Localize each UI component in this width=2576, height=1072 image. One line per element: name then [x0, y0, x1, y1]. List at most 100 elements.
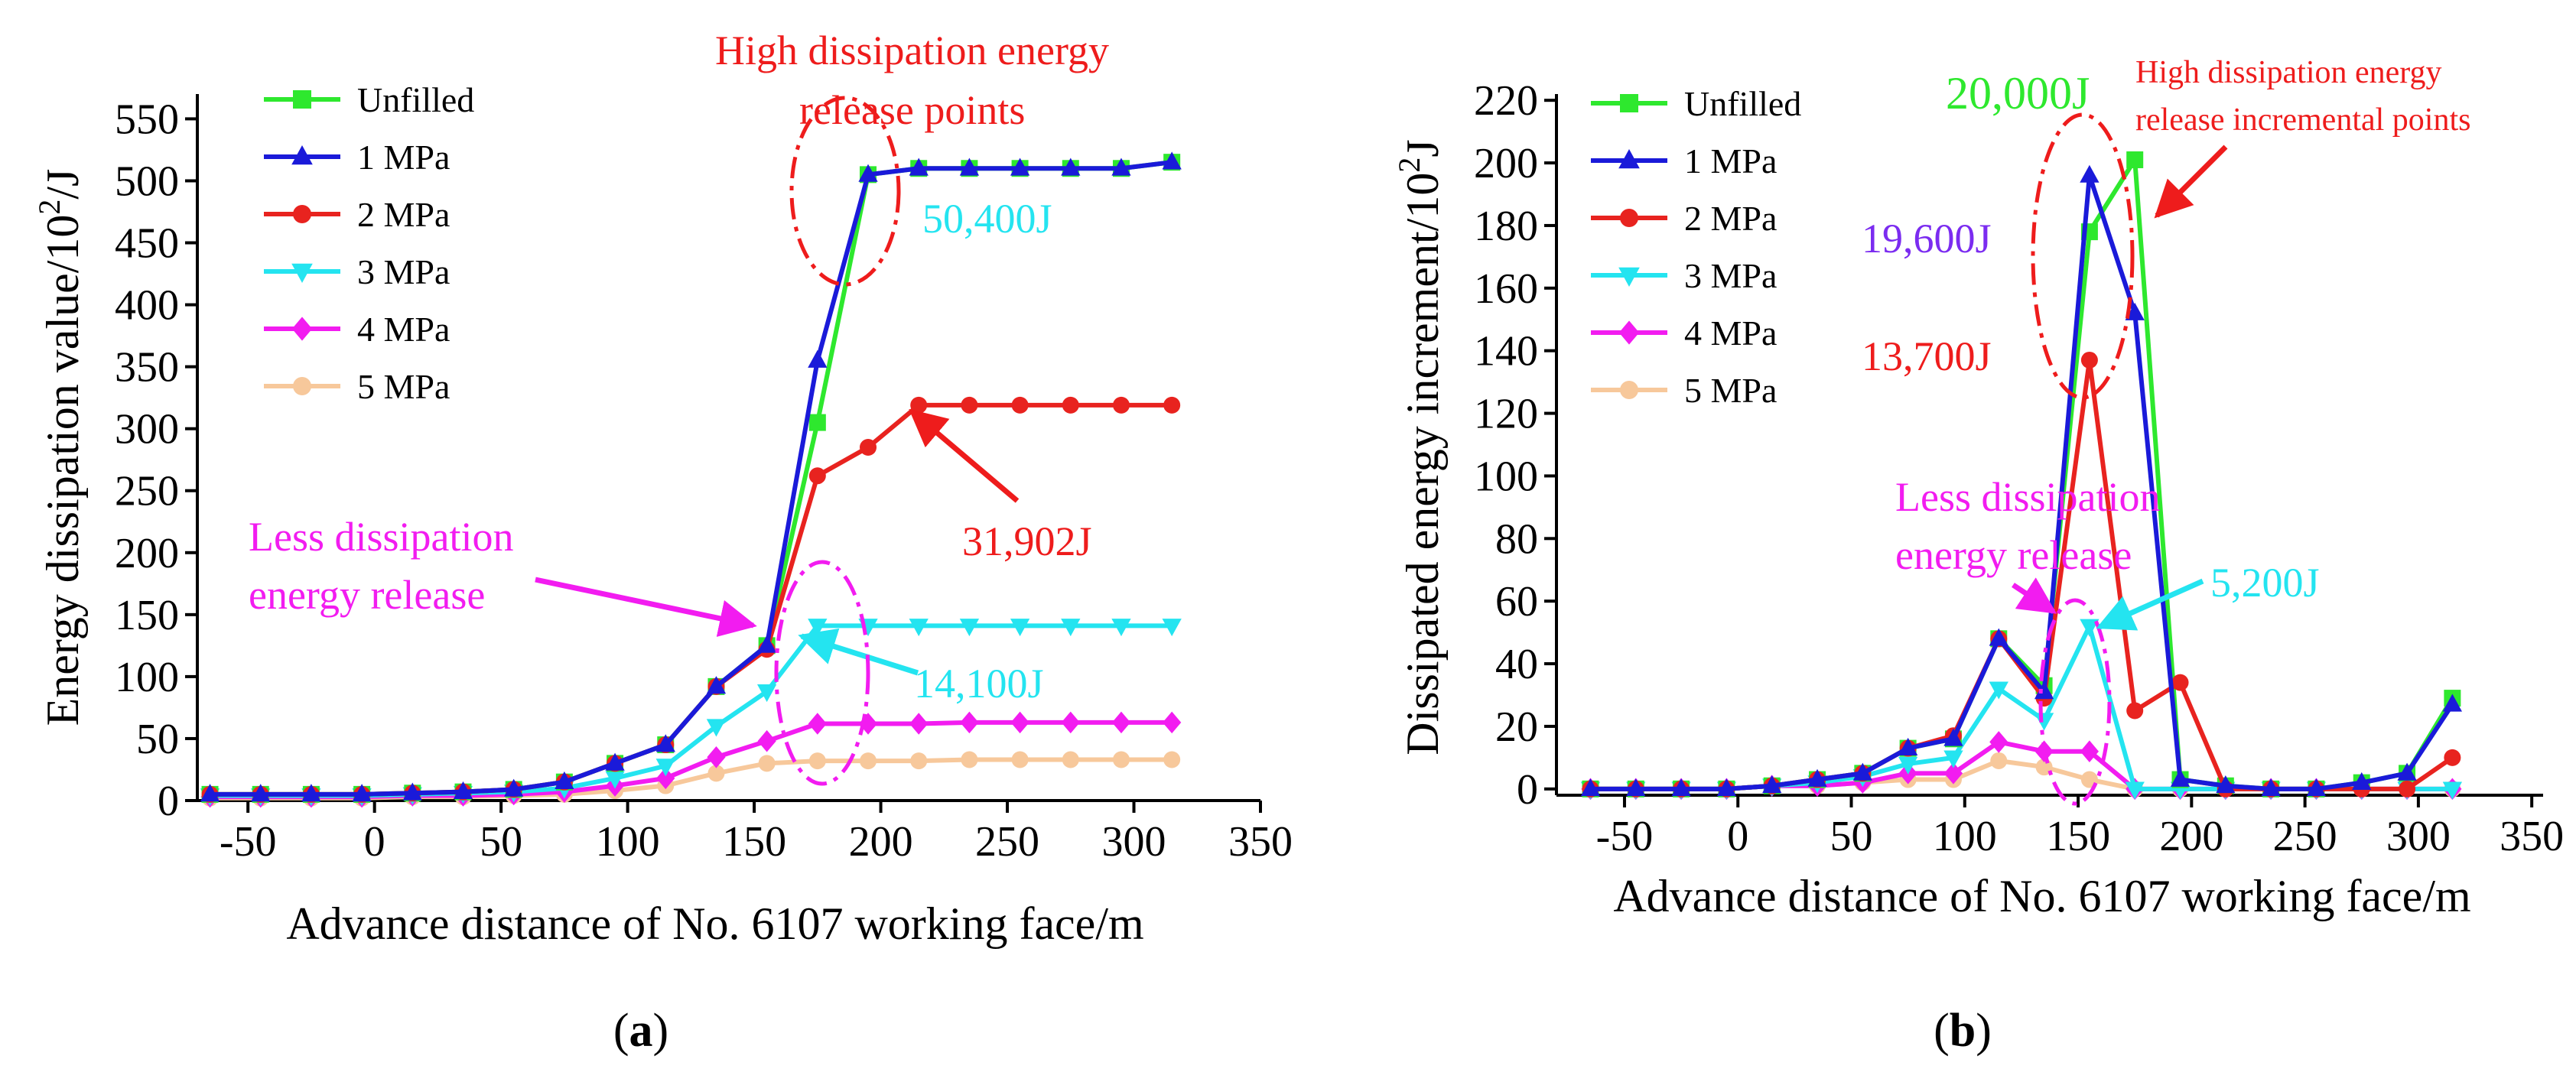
panel-a-point-1-mpa — [453, 781, 473, 800]
panel-a-high-dissipation-ellipse — [789, 96, 901, 287]
panel-b-y-tick-label: 120 — [1474, 391, 1538, 438]
panel-a-point-2-mpa — [860, 439, 877, 456]
panel-a-y-tick-label: 250 — [115, 468, 179, 515]
panel-b-y-tick-label: 0 — [1517, 766, 1538, 814]
panel-a-point-5-mpa — [1062, 751, 1079, 768]
panel-a-point-3-mpa — [808, 619, 828, 637]
panel-b-point-1-mpa — [2397, 762, 2417, 781]
panel-a-series-1-mpa — [200, 151, 1182, 802]
panel-b-point-1-mpa — [1716, 778, 1737, 797]
panel-a-high-dissipation-title: High dissipation energy — [715, 28, 1109, 73]
panel-b-point-1-mpa — [1989, 628, 2008, 646]
panel-a-point-1-mpa — [402, 782, 422, 801]
panel-a-point-2-mpa — [808, 467, 826, 485]
panel-a-point-4-mpa — [1010, 711, 1029, 734]
panel-b-5200-arrow — [2096, 578, 2204, 631]
panel-b-point-3-mpa — [1989, 681, 2008, 700]
panel-b-point-1-mpa — [1762, 775, 1782, 794]
panel-a-legend-label-4-mpa: 4 MPa — [357, 310, 450, 349]
panel-b-point-2-mpa — [2171, 674, 2189, 691]
panel-a-point-2-mpa — [1163, 396, 1181, 414]
panel-a-y-axis-label: Energy dissipation value/102/J — [32, 169, 88, 726]
panel-a-point-5-mpa — [1112, 751, 1130, 768]
panel-b-less-dissipation-line2: energy release — [1895, 532, 2132, 578]
panel-a-series — [200, 151, 1182, 808]
panel-b-high-dissipation-line2: release incremental points — [2135, 102, 2470, 138]
panel-b-x-axis-label: Advance distance of No. 6107 working fac… — [1613, 871, 2470, 921]
panel-b-line-1-mpa — [1590, 173, 2454, 791]
panel-a-x-tick-label: 50 — [480, 818, 522, 866]
panel-a-point-3-mpa — [1162, 619, 1182, 637]
panel-b-point-1-mpa — [2034, 681, 2054, 700]
panel-b-legend-label-5-mpa: 5 MPa — [1684, 371, 1777, 410]
panel-a-legend-marker-2-mpa — [293, 205, 311, 223]
panel-b-x-tick-label: 200 — [2159, 813, 2223, 860]
panel-a-point-2-mpa — [1062, 396, 1079, 414]
panel-a-chart: -50 0 50 100 150 200 250 300 350 0 50 100 150 200 250 3… — [32, 28, 1293, 1057]
panel-a-y-tick-label: 550 — [115, 96, 179, 143]
panel-a-x-tick-label: 300 — [1102, 818, 1166, 866]
panel-b-x-tick-label: 50 — [1830, 813, 1873, 860]
panel-a-point-3-mpa — [909, 619, 929, 637]
panel-b-y-tick-label: 100 — [1474, 453, 1538, 500]
panel-b-point-1-mpa — [1943, 728, 1963, 746]
panel-b-point-1-mpa — [2125, 302, 2145, 320]
panel-a-14100-arrow — [798, 628, 919, 676]
panel-b-legend-marker-5-mpa — [1620, 381, 1638, 399]
panel-b-point-1-mpa — [2442, 694, 2463, 712]
panel-b-point-3-mpa — [2080, 619, 2100, 637]
panel-b-x-tick-label: 300 — [2386, 813, 2451, 860]
panel-b-y-tick-label: 200 — [1474, 140, 1538, 187]
panel-a-y-tick-label: 450 — [115, 220, 179, 268]
panel-a-point-3-mpa — [1010, 619, 1030, 637]
panel-a-x-tick-label: 200 — [849, 818, 913, 866]
panel-a-legend-marker-5-mpa — [293, 377, 311, 395]
panel-a-y-tick-label: 50 — [136, 716, 179, 763]
panel-b-point-1-mpa — [2170, 768, 2191, 787]
panel-b-point-1-mpa — [1852, 762, 1872, 781]
panel-b-legend-label-3-mpa: 3 MPa — [1684, 256, 1777, 295]
panel-a-point-1-mpa — [301, 784, 321, 802]
panel-b-y-tick-label: 40 — [1495, 641, 1538, 688]
panel-a-y-tick-label: 200 — [115, 530, 179, 577]
panel-b-chart: -50 0 50 100 150 200 250 300 350 0 20 40 60 80 100 120 1… — [1392, 55, 2564, 1057]
panel-a-less-dissipation-arrow — [535, 577, 757, 637]
panel-a-x-tick-label: 0 — [364, 818, 385, 866]
panel-b-point-3-mpa — [2125, 781, 2145, 800]
panel-a-point-1-mpa — [858, 164, 878, 182]
panel-a-point-1-mpa — [756, 635, 777, 653]
panel-a-point-1-mpa — [200, 784, 220, 802]
panel-a-y-tick-label: 100 — [115, 654, 179, 701]
panel-a-legend-label-unfilled: Unfilled — [357, 80, 474, 119]
panel-a-point-4-mpa — [707, 746, 726, 768]
panel-b-point-2-mpa — [2399, 780, 2416, 798]
panel-b-y-tick-label: 20 — [1495, 703, 1538, 751]
panel-a-point-4-mpa — [757, 729, 776, 752]
panel-a-point-1-mpa — [959, 158, 980, 176]
panel-b-legend: Unfilled 1 MPa 2 MPa 3 MPa 4 MPa 5 MPa — [1591, 84, 1801, 410]
panel-a-point-1-mpa — [909, 158, 929, 176]
panel-a-point-5-mpa — [961, 751, 978, 768]
panel-a-point-5-mpa — [707, 765, 725, 782]
panel-a-point-5-mpa — [1163, 751, 1181, 768]
panel-a-point-3-mpa — [655, 759, 675, 777]
panel-b-value-5200: 5,200J — [2210, 560, 2320, 606]
panel-a-point-4-mpa — [808, 713, 827, 735]
panel-b-point-1-mpa — [1898, 737, 1918, 755]
panel-b-series-3-mpa — [1580, 619, 2463, 800]
panel-a-point-4-mpa — [1163, 711, 1182, 734]
panel-b-y-tick-label: 140 — [1474, 328, 1538, 375]
panel-b-legend-label-2-mpa: 2 MPa — [1684, 199, 1777, 238]
panel-a-point-5-mpa — [860, 752, 877, 770]
panel-a-point-3-mpa — [959, 619, 980, 637]
panel-a-value-14100: 14,100J — [914, 661, 1044, 707]
panel-a-legend-label-5-mpa: 5 MPa — [357, 367, 450, 406]
panel-b-legend-label-1-mpa: 1 MPa — [1684, 141, 1777, 180]
panel-b-point-2-mpa — [2080, 351, 2098, 369]
panel-a-ticks: -50 0 50 100 150 200 250 300 350 0 50 100 150 200 250 3… — [115, 96, 1293, 866]
panel-b-point-4-mpa — [2080, 740, 2099, 762]
panel-a-point-3-mpa — [756, 684, 777, 703]
panel-b-point-1-mpa — [1671, 778, 1691, 797]
panel-a-point-4-mpa — [1061, 711, 1080, 734]
